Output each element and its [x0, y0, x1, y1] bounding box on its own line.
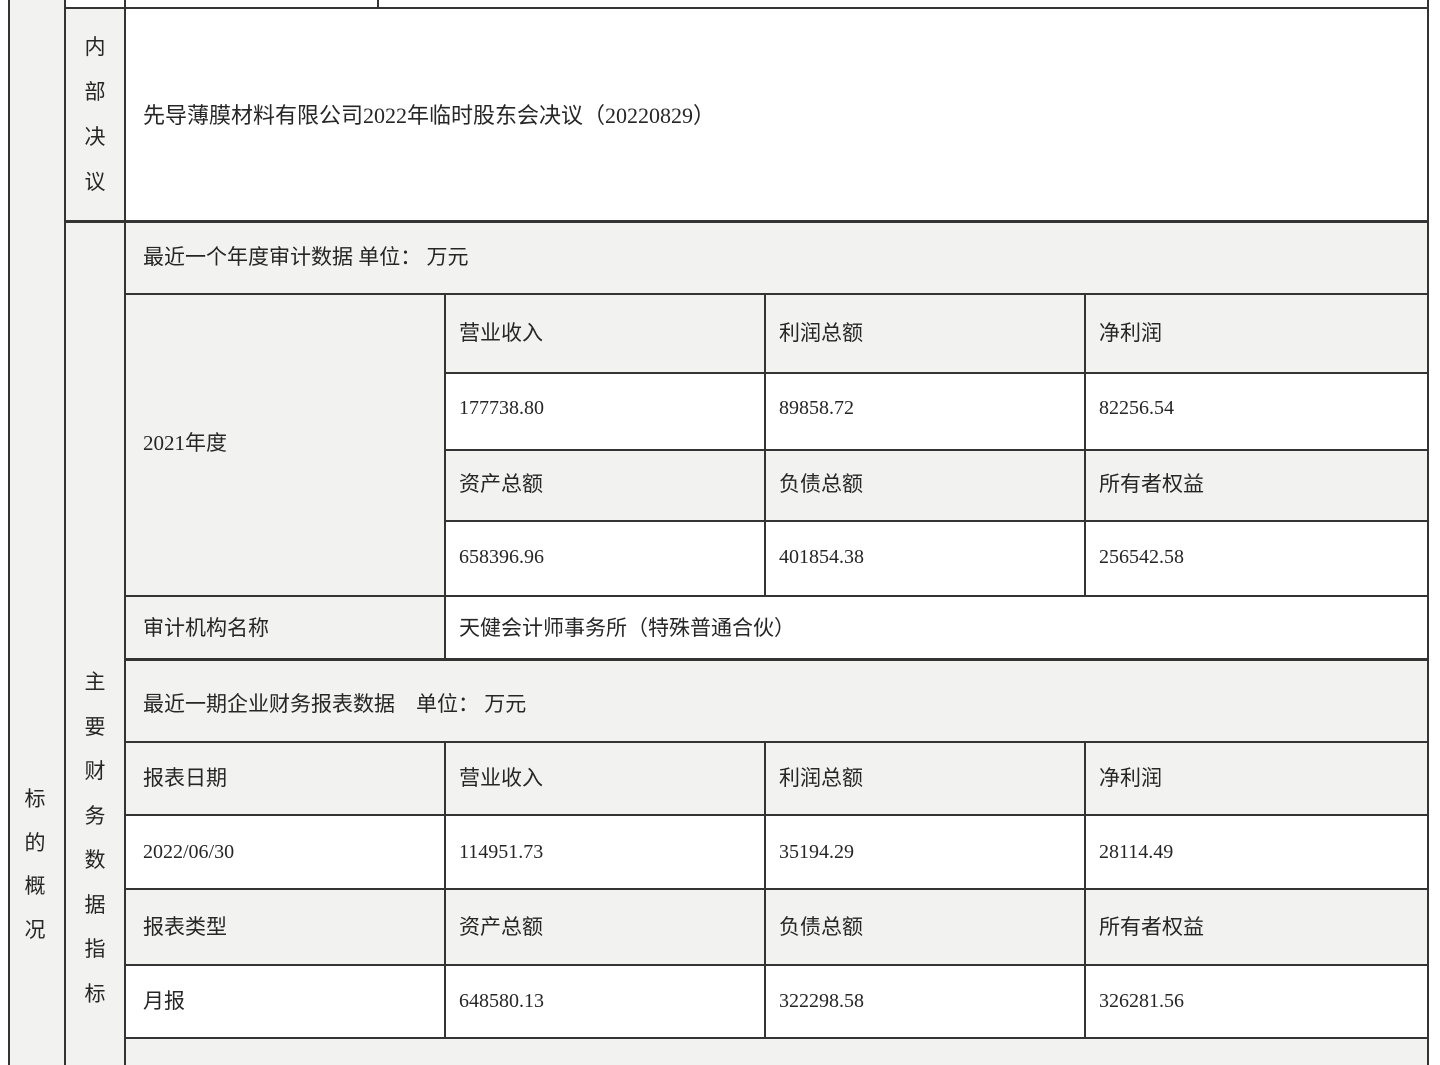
financial-indicators-label: 主要财务数据指标	[84, 670, 106, 1006]
header-latest-net-profit: 净利润	[1099, 766, 1162, 790]
h-section1-bottom	[64, 220, 1429, 223]
h-t2-r1	[124, 814, 1429, 816]
header-total-liabilities: 负债总额	[779, 472, 863, 496]
value-latest-net-profit: 28114.49	[1099, 841, 1174, 863]
header-report-date: 报表日期	[143, 766, 227, 790]
header-report-type: 报表类型	[143, 915, 227, 939]
latest-title-band-bg	[124, 659, 1427, 742]
header-latest-total-assets: 资产总额	[459, 915, 543, 939]
h-t2-r2	[124, 888, 1429, 890]
internal-resolution-label: 内部决议	[84, 35, 106, 194]
header-latest-owners-equity: 所有者权益	[1099, 915, 1204, 939]
value-report-date: 2022/06/30	[143, 841, 235, 863]
header-latest-total-profit: 利润总额	[779, 766, 863, 790]
header-owners-equity: 所有者权益	[1099, 472, 1204, 496]
header-operating-revenue: 营业收入	[459, 321, 543, 345]
value-owners-equity: 256542.58	[1099, 546, 1184, 568]
value-latest-total-assets: 648580.13	[459, 990, 544, 1012]
latest-header-row1-bg	[124, 741, 1427, 815]
header-latest-operating-revenue: 营业收入	[459, 766, 543, 790]
h-t2-bottom	[124, 1037, 1429, 1039]
audited-section-title: 最近一个年度审计数据 单位： 万元	[143, 245, 469, 269]
resolution-text: 先导薄膜材料有限公司2022年临时股东会决议（20220829）	[143, 103, 716, 128]
section-label-vertical: 标的概况	[24, 787, 46, 942]
period-cell-bg	[124, 293, 445, 596]
value-total-profit: 89858.72	[779, 397, 854, 419]
t1-divider-b	[764, 293, 766, 596]
auditor-label-cell-bg	[124, 595, 445, 660]
audited-header-row2-bg	[444, 449, 1427, 521]
section-label-column-bg	[8, 0, 65, 1065]
border-right-outer	[1427, 0, 1429, 1065]
h-t1-r2	[444, 449, 1429, 451]
h-t1-r3	[444, 520, 1429, 522]
h-auditor-bottom	[124, 658, 1429, 661]
value-latest-total-profit: 35194.29	[779, 841, 854, 863]
header-latest-total-liabilities: 负债总额	[779, 915, 863, 939]
value-total-assets: 658396.96	[459, 546, 544, 568]
header-total-assets: 资产总额	[459, 472, 543, 496]
value-report-type: 月报	[143, 989, 185, 1013]
h-t1-r1	[444, 372, 1429, 374]
header-net-profit: 净利润	[1099, 321, 1162, 345]
border-left-outer	[8, 0, 10, 1065]
h-audited-band-bottom	[124, 293, 1429, 295]
value-net-profit: 82256.54	[1099, 397, 1174, 419]
t1-divider-c	[1084, 293, 1086, 596]
h-t1-bottom	[124, 595, 1429, 597]
latest-section-title: 最近一期企业财务报表数据 单位： 万元	[143, 692, 527, 716]
border-col2-content	[124, 0, 126, 1065]
bottom-band-bg	[124, 1037, 1427, 1065]
value-operating-revenue: 177738.80	[459, 397, 544, 419]
audited-title-band-bg	[124, 221, 1427, 294]
financial-indicators-label-cell-bg	[64, 222, 125, 1065]
value-total-liabilities: 401854.38	[779, 546, 864, 568]
h-t2-r3	[124, 964, 1429, 966]
border-top-remnant-divider	[377, 0, 379, 8]
value-latest-total-liabilities: 322298.58	[779, 990, 864, 1012]
auditor-name: 天健会计师事务所（特殊普通合伙）	[459, 616, 795, 640]
latest-header-row2-bg	[124, 889, 1427, 965]
h-top-remnant	[64, 7, 1429, 9]
border-col1-col2	[64, 0, 66, 1065]
value-latest-owners-equity: 326281.56	[1099, 990, 1184, 1012]
internal-resolution-label-cell-bg	[64, 7, 125, 222]
t1-divider-a	[444, 293, 446, 660]
audited-header-row1-bg	[444, 293, 1427, 373]
period-cell: 2021年度	[143, 431, 227, 455]
header-total-profit: 利润总额	[779, 321, 863, 345]
value-latest-operating-revenue: 114951.73	[459, 841, 544, 863]
auditor-label: 审计机构名称	[143, 616, 269, 640]
h-latest-band-bottom	[124, 741, 1429, 743]
